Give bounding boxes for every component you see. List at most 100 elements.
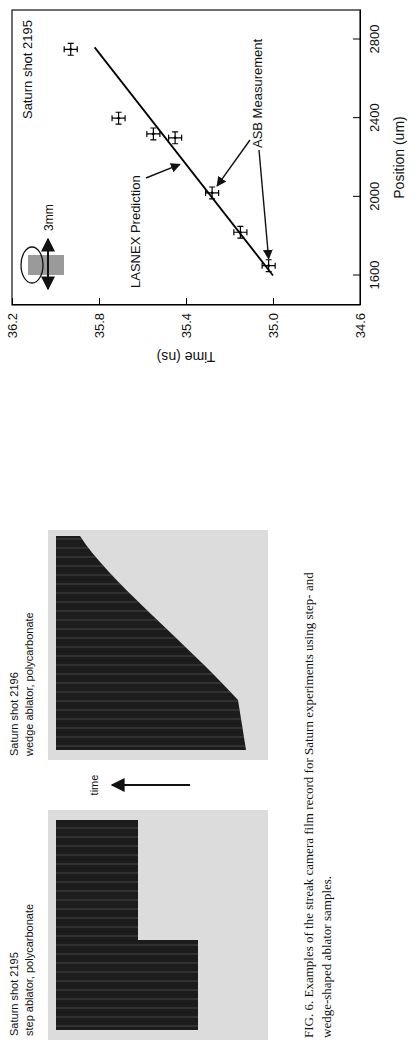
inset: 3mm — [21, 204, 64, 289]
streak-line — [48, 998, 268, 999]
inset-arrow — [47, 239, 49, 289]
streak-line — [48, 655, 268, 656]
panel-sublabel: wedge ablator, polycarbonate — [23, 612, 35, 757]
panel-label: Saturn shot 2196 — [8, 672, 20, 756]
y-tick-label: 35.0 — [266, 313, 281, 338]
point — [69, 48, 72, 51]
streaks — [48, 539, 268, 746]
streak-line — [48, 827, 268, 828]
streak-line — [48, 547, 268, 548]
streak-line — [48, 601, 268, 602]
streak-line — [48, 628, 268, 629]
streak-line — [48, 953, 268, 954]
streak-line — [48, 962, 268, 963]
y-tick: 36.2 — [5, 298, 20, 338]
panel-label: Saturn shot 2195 — [8, 952, 20, 1036]
streak-line — [48, 691, 268, 692]
y-axis-title: Time (ns) — [157, 349, 216, 365]
streak-line — [48, 736, 268, 737]
streak-line — [48, 818, 268, 819]
streak-line — [48, 646, 268, 647]
caption: FIG. 6. Examples of the streak camera fi… — [300, 568, 335, 1038]
streak-line — [48, 565, 268, 566]
streak-line — [48, 863, 268, 864]
page: Saturn shot 2195step ablator, polycarbon… — [0, 0, 418, 1050]
y-tick-mark — [360, 298, 361, 305]
point — [152, 133, 155, 136]
point — [174, 137, 177, 140]
streak-line — [48, 854, 268, 855]
streak-line — [48, 926, 268, 927]
streak-line — [48, 718, 268, 719]
y-tick: 35.8 — [92, 298, 107, 338]
data-point — [169, 132, 182, 144]
x-axis: 1600 2000 2400 2800 — [353, 10, 382, 305]
streak-line — [48, 745, 268, 746]
x-axis-title: Position (um) — [391, 116, 407, 198]
streak-line — [48, 908, 268, 909]
streak-line — [48, 989, 268, 990]
time-arrow — [112, 784, 190, 786]
streak-line — [48, 980, 268, 981]
streak-photo: Saturn shot 2195step ablator, polycarbon… — [8, 810, 268, 1040]
x-tick: 1600 — [353, 261, 382, 290]
streak-line — [48, 1016, 268, 1017]
streak-line — [48, 673, 268, 674]
line-annotation: LASNEX Prediction — [128, 175, 143, 288]
plot-frame — [12, 10, 360, 305]
x-tick: 2800 — [353, 25, 382, 54]
panel-sublabel: step ablator, polycarbonate — [23, 904, 35, 1036]
streak-line — [48, 682, 268, 683]
annotation-arrow — [146, 164, 180, 178]
streak-line — [48, 610, 268, 611]
annotations: ASB MeasurementLASNEX Prediction — [128, 39, 269, 288]
marks — [64, 43, 275, 275]
inset-label: 3mm — [42, 204, 56, 231]
y-tick-label: 35.8 — [92, 313, 107, 338]
y-tick: 35.0 — [266, 298, 281, 338]
annotation-arrow — [217, 140, 250, 186]
streak-line — [48, 935, 268, 936]
y-tick-mark — [99, 298, 100, 305]
x-tick-label: 1600 — [367, 261, 382, 290]
streak-line — [48, 592, 268, 593]
exposure-region — [56, 536, 246, 750]
photo-background — [48, 810, 268, 1040]
y-tick-mark — [273, 298, 274, 305]
data-point — [64, 43, 77, 55]
streak-line — [48, 971, 268, 972]
streak-line — [48, 664, 268, 665]
x-tick-label: 2000 — [367, 182, 382, 211]
chart-title: Saturn shot 2195 — [20, 20, 35, 119]
streak-line — [48, 583, 268, 584]
streak-line — [48, 700, 268, 701]
streak-line — [48, 1025, 268, 1026]
streak-line — [48, 556, 268, 557]
y-axis: 34.6 35.0 35.4 35.8 36.2 — [5, 298, 368, 338]
streak-line — [48, 538, 268, 539]
point — [267, 264, 270, 267]
streak-line — [48, 944, 268, 945]
x-tick-mark — [353, 275, 360, 276]
streak-line — [48, 890, 268, 891]
streak-line — [48, 872, 268, 873]
streak-line — [48, 899, 268, 900]
chart: 1600 2000 2400 2800 34.6 35.0 35.4 35.8 36.2 Posi… — [5, 10, 407, 366]
y-error-bar — [112, 115, 125, 121]
time-label: time — [88, 775, 100, 796]
y-tick-label: 34.6 — [353, 313, 368, 338]
y-tick: 35.4 — [179, 298, 194, 338]
inset-oval — [21, 247, 43, 283]
y-error-bar — [64, 46, 77, 52]
y-tick-mark — [12, 298, 13, 305]
streak-line — [48, 1007, 268, 1008]
y-error-bar — [147, 131, 160, 137]
x-tick: 2400 — [353, 103, 382, 132]
streak-line — [48, 709, 268, 710]
annotation-arrow — [259, 150, 269, 259]
x-tick-mark — [353, 117, 360, 118]
streak-line — [48, 637, 268, 638]
streak-line — [48, 836, 268, 837]
x-tick-mark — [353, 39, 360, 40]
x-tick: 2000 — [353, 182, 382, 211]
